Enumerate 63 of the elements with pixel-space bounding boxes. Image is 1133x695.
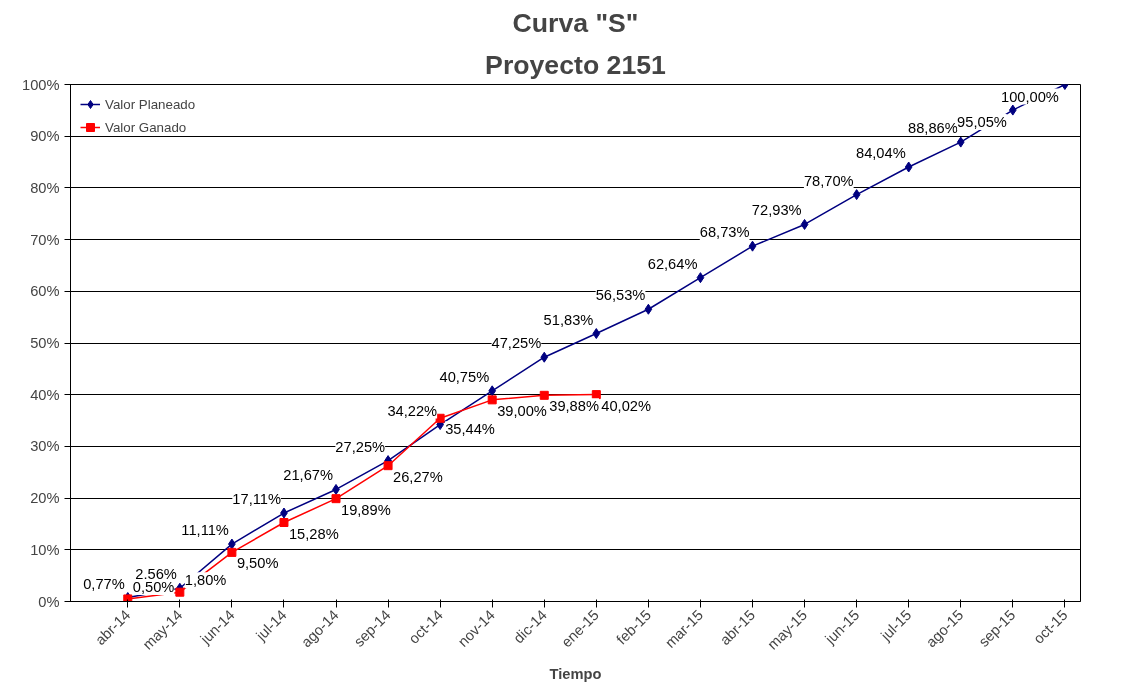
data-label: 35,44% <box>445 421 495 438</box>
point <box>644 303 653 315</box>
data-label: 88,86% <box>908 120 958 137</box>
y-tick-label: 40% <box>30 386 60 403</box>
data-label: 27,25% <box>335 438 386 455</box>
point <box>800 218 809 230</box>
chart-subtitle: Proyecto 2151 <box>485 49 667 80</box>
y-tick-label: 100% <box>22 76 60 93</box>
data-label: 34,22% <box>387 402 438 419</box>
point <box>227 547 237 557</box>
data-label: 100,00% <box>1001 88 1059 105</box>
data-label: 56,53% <box>595 287 646 304</box>
data-label: 0,50% <box>132 578 175 595</box>
data-label: 26,27% <box>393 468 443 485</box>
data-label: 84,04% <box>855 145 906 162</box>
data-label: 62,64% <box>647 255 698 272</box>
point <box>1008 104 1017 116</box>
point <box>383 461 393 471</box>
data-label: 11,11% <box>181 522 229 539</box>
point <box>956 136 965 148</box>
point <box>279 518 289 527</box>
point <box>592 328 601 340</box>
point <box>748 240 757 252</box>
point <box>852 189 861 201</box>
data-label: 21,67% <box>283 467 334 484</box>
point <box>487 395 497 405</box>
point <box>331 494 341 504</box>
data-label: 95,05% <box>957 114 1007 131</box>
point <box>904 161 913 173</box>
x-axis-title: Tiempo <box>549 666 602 683</box>
y-tick-label: 70% <box>30 231 60 248</box>
data-label: 47,25% <box>491 335 542 352</box>
y-tick-label: 20% <box>30 490 60 507</box>
data-label: 51,83% <box>543 311 594 328</box>
chart-title: Curva "S" <box>512 7 639 38</box>
point <box>539 390 549 400</box>
data-label: 72,93% <box>751 202 802 219</box>
data-label: 68,73% <box>699 224 750 241</box>
data-label: 1,80% <box>184 572 227 589</box>
point <box>488 385 497 397</box>
y-tick-label: 50% <box>30 335 60 351</box>
point <box>435 413 445 423</box>
data-label: 40,02% <box>601 397 652 414</box>
data-label: 17,11% <box>232 491 281 508</box>
y-tick-label: 0% <box>38 593 60 610</box>
data-label: 15,28% <box>288 525 339 542</box>
data-label: 40,75% <box>439 368 490 385</box>
data-label: 78,70% <box>803 172 854 189</box>
legend-label: Valor Planeado <box>105 96 196 112</box>
point <box>696 272 705 284</box>
y-tick-label: 30% <box>30 438 60 455</box>
point <box>540 351 549 363</box>
data-label: 9,50% <box>236 555 279 572</box>
data-label: 0,77% <box>83 575 125 592</box>
data-label: 39,00% <box>497 402 547 419</box>
legend-label: Valor Ganado <box>105 119 187 135</box>
y-tick-label: 80% <box>30 179 60 196</box>
data-label: 19,89% <box>341 501 391 518</box>
data-label: 39,88% <box>549 398 599 415</box>
y-tick-label: 10% <box>30 541 60 558</box>
y-tick-label: 90% <box>30 128 60 145</box>
y-tick-label: 60% <box>30 283 60 300</box>
point <box>175 587 185 597</box>
